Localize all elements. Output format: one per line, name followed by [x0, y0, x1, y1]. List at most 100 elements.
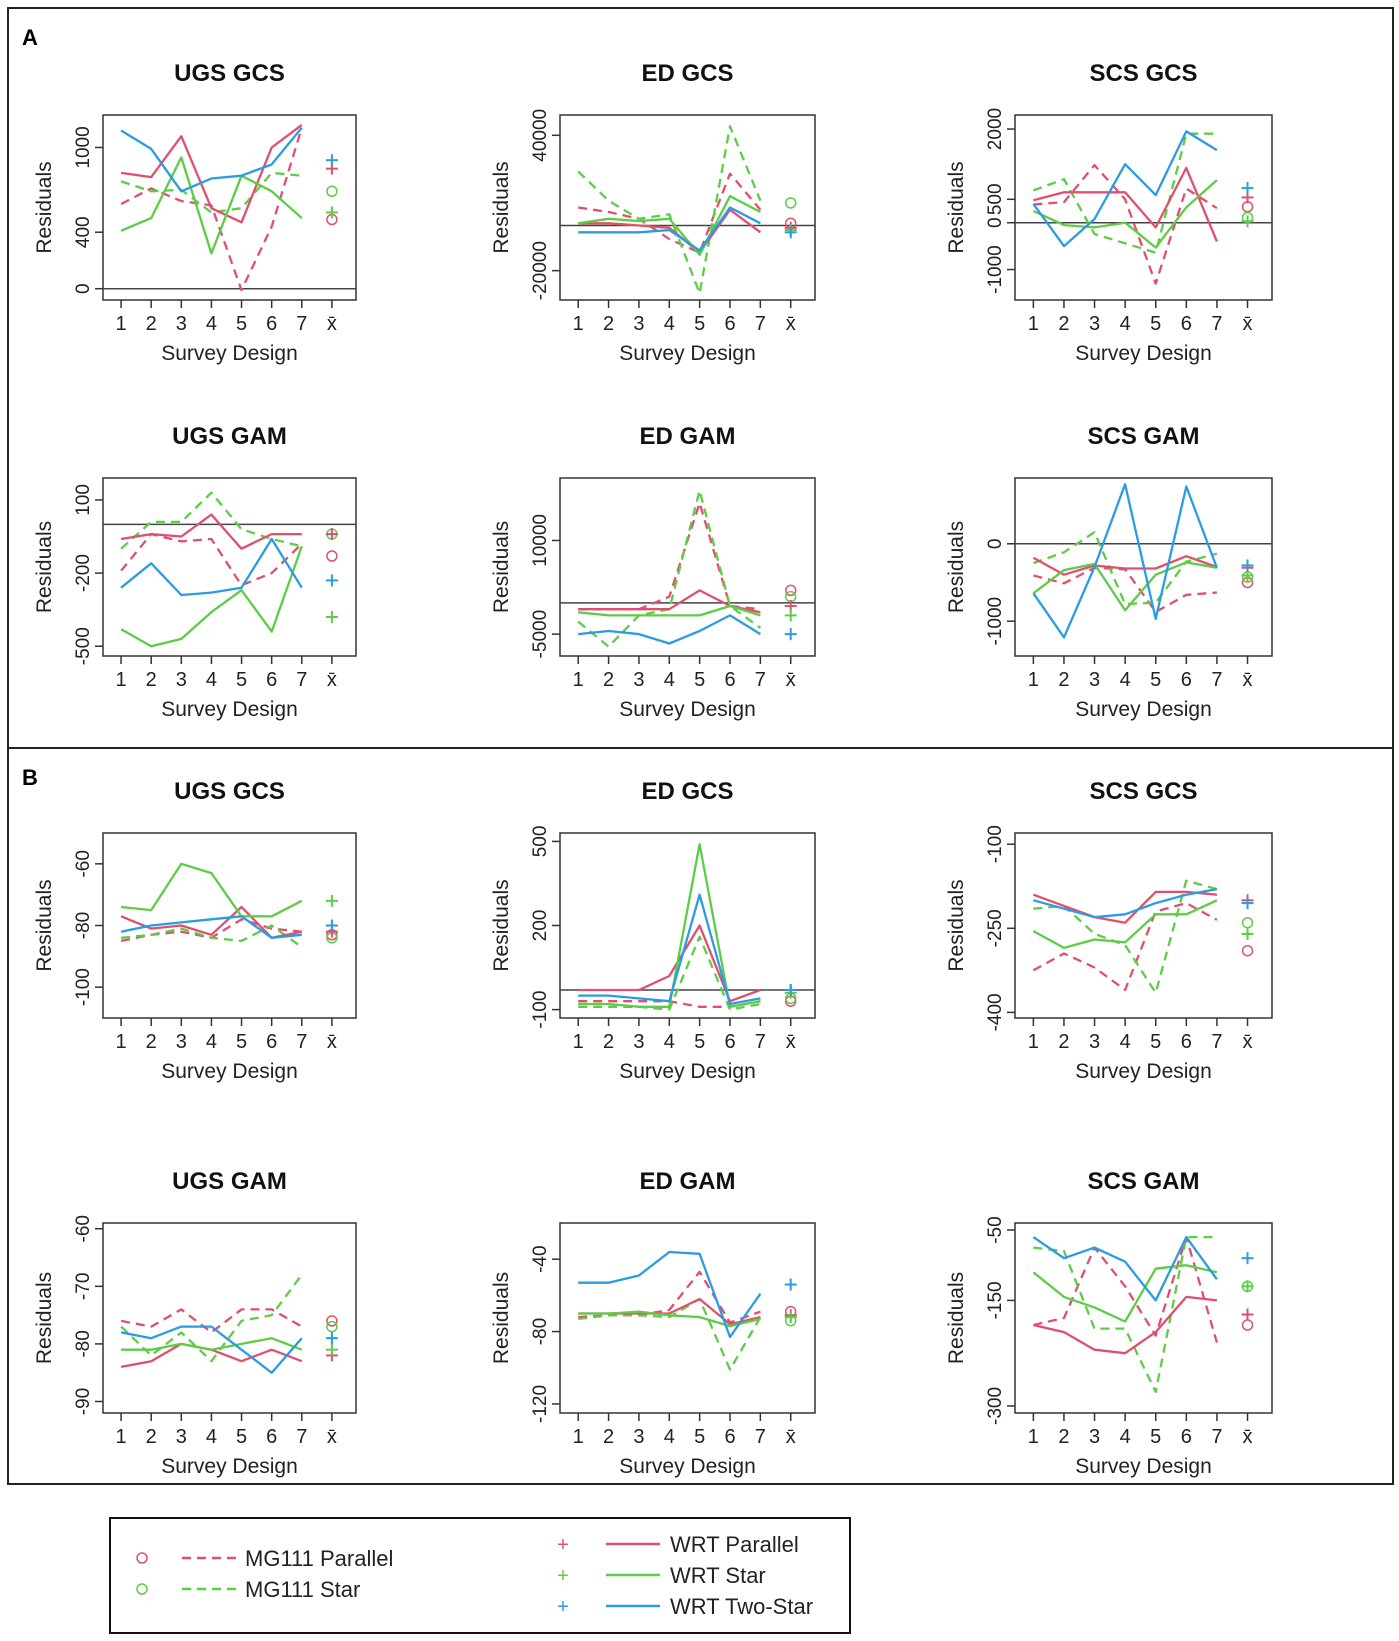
series-line-mg111-star — [120, 924, 303, 949]
mean-marker-mg111-star — [326, 185, 338, 198]
y-axis-label: Residuals — [490, 1272, 513, 1364]
x-tick-label: 4 — [664, 1426, 675, 1448]
series-line-wrt-star — [1032, 899, 1218, 950]
chart-8: ED GCS -100 200 500 Residuals 1 2 3 4 5 6 7 x̄ Survey… — [490, 778, 816, 1083]
plot-area — [102, 1222, 357, 1414]
plot-area — [1014, 1222, 1273, 1414]
x-tick-label: 6 — [266, 1426, 277, 1448]
y-tick-label: 500 — [530, 826, 551, 858]
chart-title: UGS GCS — [174, 60, 285, 87]
plot-area — [102, 114, 357, 301]
x-tick-label: 4 — [664, 669, 675, 691]
x-tick-label: 3 — [176, 669, 187, 691]
chart-title: UGS GAM — [172, 1168, 287, 1195]
series-line-wrt-star — [120, 545, 303, 648]
mean-marker-mg111-star — [1241, 916, 1254, 929]
x-tick-label: 1 — [1028, 313, 1039, 335]
y-axis-label: Residuals — [33, 521, 56, 613]
series-line-mg111-star — [577, 125, 762, 295]
chart-9: SCS GCS -400 -250 -100 Residuals 1 2 3 4 5 6 7 x̄ Sur… — [945, 778, 1273, 1083]
plot-area — [1014, 832, 1273, 1019]
x-tick-label: x̄ — [1243, 313, 1253, 335]
x-tick-label: 3 — [633, 1031, 644, 1053]
mean-marker-mg111-parallel — [784, 584, 797, 597]
y-axis-label: Residuals — [33, 879, 56, 971]
x-tick-label: 4 — [1120, 669, 1131, 691]
series-line-wrt-star — [1032, 179, 1218, 249]
x-tick-label: 7 — [755, 1426, 766, 1448]
x-tick-label: 7 — [296, 669, 307, 691]
series-line-wrt-two-star — [578, 206, 761, 252]
chart-5: ED GAM -5000 10000 Residuals 1 2 3 4 5 6 7 x̄ Survey… — [490, 423, 816, 721]
x-tick-label: 6 — [1181, 313, 1192, 335]
x-tick-label: 2 — [1058, 313, 1069, 335]
x-tick-label: 7 — [1211, 669, 1222, 691]
series-line-wrt-star — [120, 156, 303, 255]
x-tick-label: 2 — [1058, 1031, 1069, 1053]
x-tick-label: 1 — [1028, 1426, 1039, 1448]
series-line-wrt-two-star — [578, 893, 761, 1006]
x-tick-label: 2 — [1058, 669, 1069, 691]
series-line-wrt-star — [121, 1337, 303, 1351]
series-line-wrt-star — [1032, 561, 1218, 612]
x-axis-label: Survey Design — [1075, 1455, 1212, 1478]
x-tick-label: 4 — [206, 313, 217, 335]
x-tick-label: 3 — [176, 1426, 187, 1448]
x-tick-label: 7 — [296, 313, 307, 335]
x-tick-label: 3 — [1089, 1426, 1100, 1448]
panel-b-label: B — [22, 765, 38, 790]
series-line-wrt-two-star — [120, 915, 302, 939]
x-tick-label: 6 — [1181, 669, 1192, 691]
x-tick-label: x̄ — [327, 313, 337, 335]
x-tick-label: 7 — [1211, 1031, 1222, 1053]
y-tick-label: -200 — [73, 554, 94, 592]
y-tick-label: 2000 — [985, 108, 1006, 150]
x-tick-label: 6 — [724, 313, 735, 335]
x-tick-label: 4 — [206, 1031, 217, 1053]
series-line-wrt-parallel — [1033, 1295, 1218, 1355]
series-line-wrt-two-star — [1032, 483, 1218, 639]
plot-area — [102, 477, 357, 657]
x-tick-label: 2 — [603, 1031, 614, 1053]
series-line-wrt-star — [578, 604, 761, 617]
y-tick-label: -100 — [530, 991, 551, 1029]
series-line-wrt-star — [1032, 1264, 1218, 1323]
x-tick-label: 1 — [573, 313, 584, 335]
plot-area — [1014, 114, 1273, 301]
x-tick-label: 5 — [236, 1426, 247, 1448]
x-tick-label: 4 — [1120, 313, 1131, 335]
y-tick-label: 1000 — [73, 126, 94, 168]
series-line-wrt-two-star — [1033, 887, 1218, 919]
legend-marker-mg111-parallel — [136, 1552, 148, 1564]
y-tick-label: -1000 — [985, 597, 1006, 646]
series-line-wrt-star — [578, 195, 761, 257]
x-axis-label: Survey Design — [1075, 1060, 1212, 1083]
y-tick-label: -80 — [73, 1330, 94, 1357]
y-tick-label: -60 — [73, 1215, 94, 1242]
series-line-mg111-star — [578, 935, 761, 1011]
series-line-wrt-parallel — [120, 123, 303, 224]
mean-marker-mg111-parallel — [326, 1315, 338, 1327]
y-tick-label: -250 — [985, 909, 1006, 947]
chart-title: UGS GAM — [172, 423, 287, 450]
plot-area — [559, 114, 816, 301]
chart-7: UGS GCS -100 -80 -60 Residuals 1 2 3 4 5 6 7 x̄ Surve… — [33, 778, 357, 1083]
chart-title: SCS GCS — [1089, 778, 1197, 805]
y-tick-label: 10000 — [530, 514, 551, 567]
x-tick-label: 1 — [116, 669, 127, 691]
x-tick-label: x̄ — [1243, 669, 1253, 691]
x-axis-label: Survey Design — [619, 1455, 756, 1478]
x-tick-label: 3 — [176, 1031, 187, 1053]
chart-title: ED GAM — [640, 1168, 736, 1195]
series-line-wrt-two-star — [578, 1250, 762, 1339]
series-line-mg111-parallel — [1033, 1235, 1219, 1343]
series-line-wrt-parallel — [120, 513, 302, 550]
y-axis-label: Residuals — [945, 1272, 968, 1364]
chart-3: SCS GCS -1000 0 500 2000 Residuals 1 2 3 4 5 6 7 x̄ Su… — [945, 60, 1273, 365]
y-axis-label: Residuals — [33, 161, 56, 253]
series-line-mg111-parallel — [578, 501, 761, 611]
series-line-wrt-parallel — [1033, 166, 1218, 242]
x-tick-label: x̄ — [327, 1426, 337, 1448]
chart-title: SCS GCS — [1089, 60, 1197, 87]
y-tick-label: -80 — [530, 1318, 551, 1345]
